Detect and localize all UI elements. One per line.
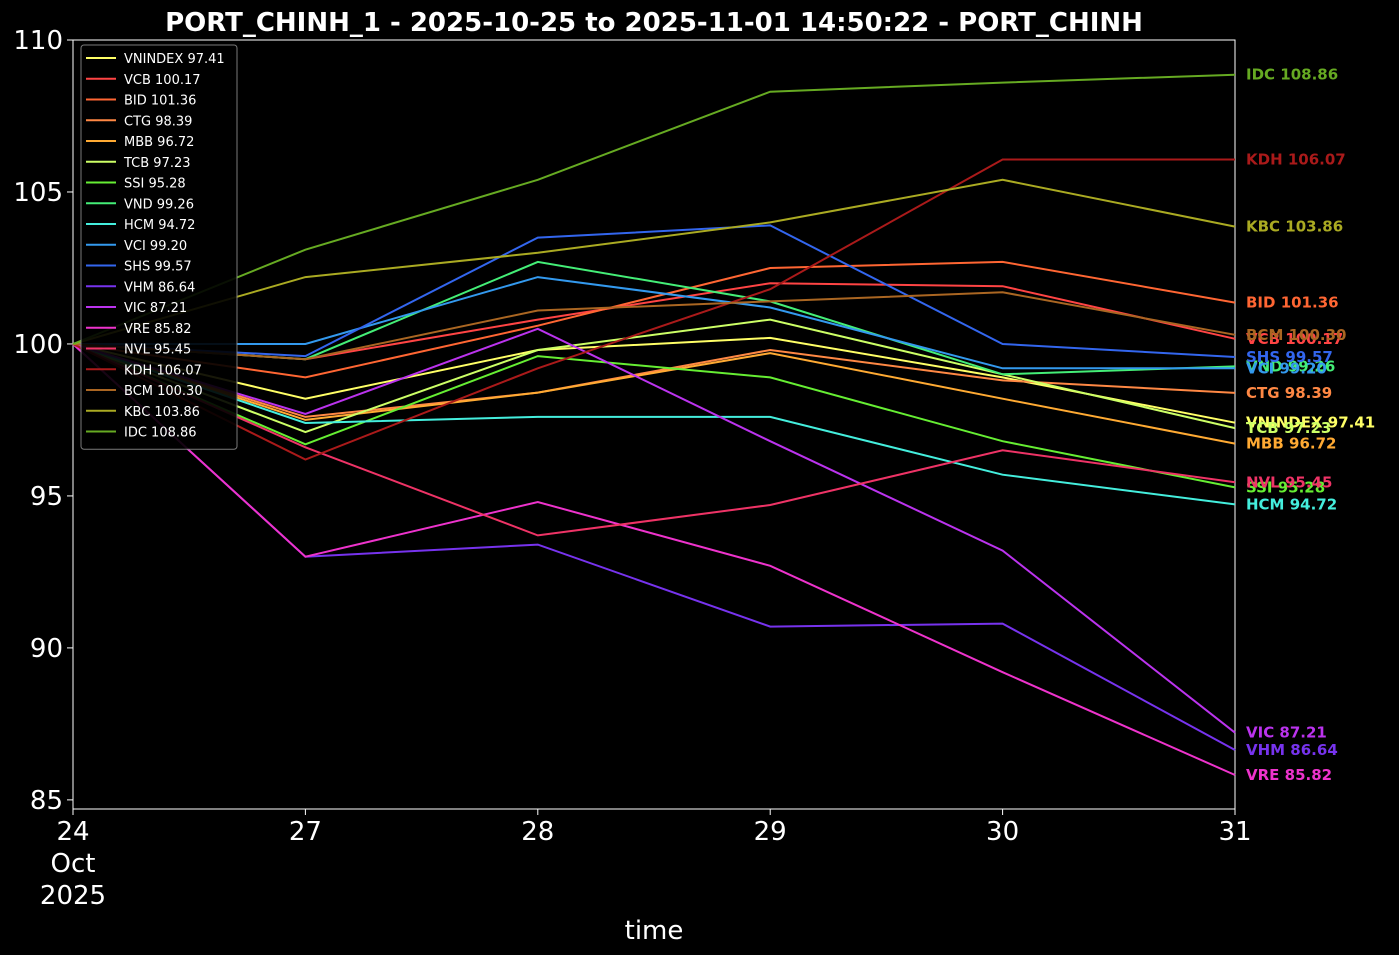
end-label-shs: SHS 99.57 [1246, 348, 1333, 366]
plot-area [72, 39, 1236, 810]
legend-entry-vci: VCI 99.20 [124, 239, 187, 254]
x-tick-label: 28 [521, 817, 554, 847]
x-tick-label: 2025 [40, 881, 106, 911]
end-label-vci: VCI 99.20 [1246, 359, 1327, 377]
x-tick-label: 24 [56, 817, 89, 847]
series-line-bcm [72, 291, 1236, 361]
legend-entry-ssi: SSI 95.28 [124, 177, 186, 192]
series-lines [72, 73, 1236, 776]
x-tick-label: 29 [754, 817, 787, 847]
series-line-vnindex [72, 336, 1236, 424]
series-line-nvl [72, 343, 1236, 537]
legend-entry-kbc: KBC 103.86 [124, 405, 200, 420]
series-line-bid [72, 260, 1236, 379]
end-label-vre: VRE 85.82 [1246, 766, 1332, 784]
series-line-mbb [72, 343, 1236, 445]
x-tick-label: Oct [51, 849, 96, 879]
series-line-vci [73, 276, 1235, 370]
legend-entry-vic: VIC 87.21 [124, 301, 187, 316]
series-line-hcm [72, 343, 1236, 506]
plot-frame [72, 39, 1236, 810]
legend-entry-ctg: CTG 98.39 [124, 114, 192, 129]
y-tick-label: 85 [30, 786, 63, 816]
series-line-idc [72, 73, 1236, 345]
y-tick-label: 110 [13, 26, 63, 56]
legend-entry-vhm: VHM 86.64 [124, 280, 195, 295]
end-label-vhm: VHM 86.64 [1246, 741, 1338, 759]
end-label-vic: VIC 87.21 [1246, 724, 1327, 742]
series-line-kdh [72, 158, 1235, 461]
end-label-vnindex: VNINDEX 97.41 [1246, 414, 1375, 432]
y-tick-label: 105 [13, 178, 63, 208]
end-label-tcb: TCB 97.23 [1246, 419, 1331, 437]
legend-entry-tcb: TCB 97.23 [123, 156, 191, 171]
y-axis: 85 90 95 100 105 110 [13, 26, 73, 816]
legend-entry-kdh: KDH 106.07 [124, 363, 202, 378]
end-label-ctg: CTG 98.39 [1246, 384, 1332, 402]
end-label-ssi: SSI 95.28 [1246, 478, 1325, 496]
legend: VNINDEX 97.41 VCB 100.17 BID 101.36 CTG 98.… [80, 44, 238, 450]
end-label-idc: IDC 108.86 [1246, 66, 1338, 84]
end-label-kdh: KDH 106.07 [1246, 150, 1346, 168]
legend-entry-hcm: HCM 94.72 [124, 218, 195, 233]
legend-entry-bid: BID 101.36 [124, 94, 196, 109]
legend-entry-idc: IDC 108.86 [124, 426, 197, 441]
legend-box [80, 44, 238, 450]
end-label-hcm: HCM 94.72 [1246, 495, 1337, 513]
series-line-ssi [72, 343, 1236, 489]
legend-entry-vnindex: VNINDEX 97.41 [124, 52, 225, 67]
legend-entry-vcb: VCB 100.17 [124, 73, 201, 88]
legend-entry-vnd: VND 99.26 [124, 197, 194, 212]
series-line-shs [72, 224, 1236, 358]
series-line-vre [72, 343, 1236, 776]
end-label-mbb: MBB 96.72 [1246, 435, 1336, 453]
legend-entry-mbb: MBB 96.72 [124, 135, 194, 150]
end-label-vnd: VND 99.26 [1246, 357, 1335, 375]
end-label-kbc: KBC 103.86 [1246, 218, 1343, 236]
y-tick-label: 95 [30, 482, 63, 512]
end-label-bcm: BCM 100.30 [1246, 326, 1346, 344]
legend-entry-nvl: NVL 95.45 [124, 343, 191, 358]
x-tick-label: 31 [1218, 817, 1251, 847]
end-label-vcb: VCB 100.17 [1246, 330, 1343, 348]
series-line-vic [72, 327, 1236, 734]
legend-entry-vre: VRE 85.82 [124, 322, 192, 337]
y-tick-label: 90 [30, 634, 63, 664]
end-label-nvl: NVL 95.45 [1246, 473, 1332, 491]
y-tick-label: 100 [13, 330, 63, 360]
series-line-tcb [72, 318, 1236, 434]
legend-entry-bcm: BCM 100.30 [124, 384, 203, 399]
end-label-bid: BID 101.36 [1246, 294, 1339, 312]
x-tick-label: 30 [986, 817, 1019, 847]
x-tick-label: 27 [289, 817, 322, 847]
series-line-kbc [72, 178, 1236, 345]
legend-entry-shs: SHS 99.57 [124, 260, 192, 275]
end-labels: VNINDEX 97.41 VCB 100.17 BID 101.36 CTG 98.… [1246, 66, 1375, 784]
chart-title: PORT_CHINH_1 - 2025-10-25 to 2025-11-01 … [165, 8, 1143, 38]
x-axis-label: time [625, 916, 684, 946]
